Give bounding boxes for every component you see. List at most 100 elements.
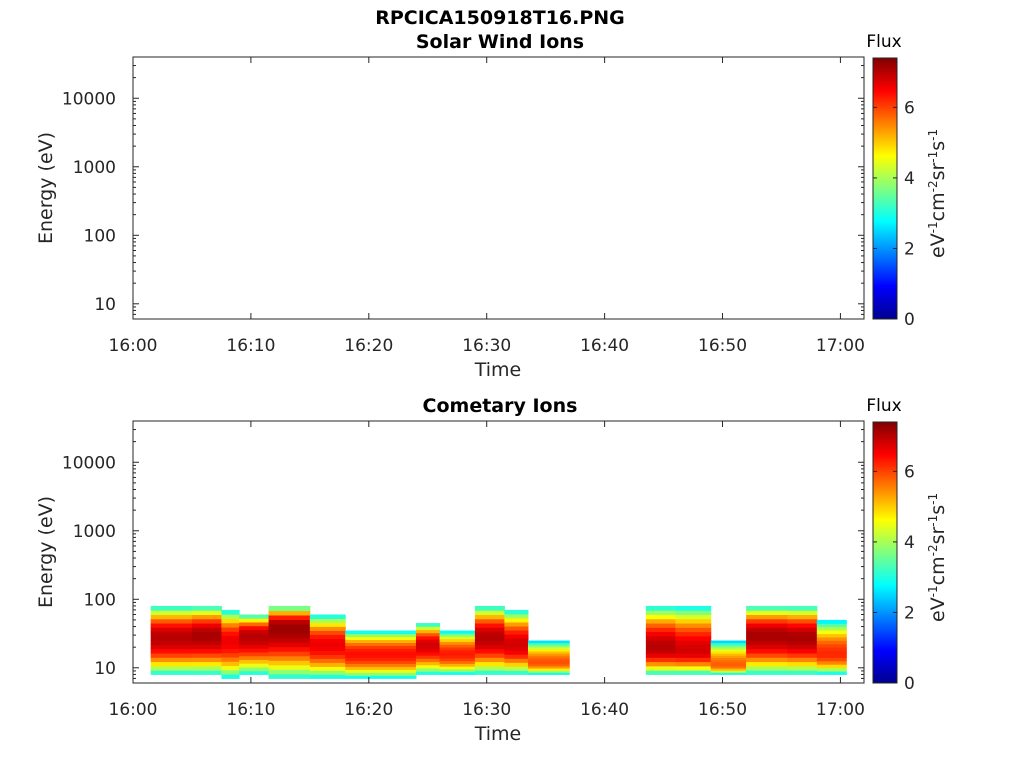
colorbar-unit: eV-1cm-2sr-1s-1 <box>926 493 949 622</box>
flux-cell <box>415 648 441 653</box>
flux-cell <box>439 660 476 664</box>
flux-cell <box>439 666 476 670</box>
flux-cell <box>268 624 311 630</box>
flux-cell <box>150 640 193 645</box>
flux-cell <box>787 644 818 650</box>
flux-cell <box>746 605 788 611</box>
flux-cell <box>710 655 747 658</box>
flux-cell <box>439 638 476 643</box>
flux-cell <box>816 657 847 662</box>
flux-cell <box>345 660 417 664</box>
flux-cell <box>439 657 476 662</box>
x-tick-label: 16:40 <box>580 336 629 356</box>
flux-band <box>309 614 346 679</box>
flux-cell <box>239 640 270 645</box>
colorbar-ticks: 0 2 4 6 <box>873 462 915 694</box>
flux-cell <box>309 654 346 659</box>
flux-band <box>787 605 818 675</box>
unit-base: sr <box>927 163 949 181</box>
flux-cell <box>191 610 222 615</box>
flux-cell <box>645 614 676 620</box>
flux-cell <box>474 618 505 624</box>
flux-cell <box>439 644 476 648</box>
flux-cell <box>710 672 747 675</box>
flux-band <box>221 609 240 679</box>
unit-base: sr <box>927 527 949 545</box>
flux-cell <box>439 671 476 675</box>
flux-cell <box>787 618 818 624</box>
flux-cell <box>710 668 747 671</box>
flux-cell <box>710 657 747 661</box>
flux-band <box>415 623 441 675</box>
flux-cell <box>816 647 847 652</box>
flux-cell <box>504 613 529 619</box>
flux-cell <box>787 627 818 633</box>
flux-cell <box>474 614 505 620</box>
flux-cell <box>415 632 441 637</box>
flux-cell <box>746 631 788 637</box>
flux-cell <box>268 633 311 639</box>
flux-cell <box>645 618 676 624</box>
flux-cell <box>787 635 818 641</box>
flux-cell <box>150 610 193 615</box>
flux-cell <box>309 666 346 671</box>
unit-base: cm <box>927 556 949 585</box>
flux-cell <box>645 623 676 628</box>
flux-cell <box>309 658 346 663</box>
flux-cell <box>268 610 311 616</box>
flux-cell <box>309 670 346 675</box>
flux-cell <box>150 648 193 654</box>
flux-cell <box>345 633 417 638</box>
flux-cell <box>309 626 346 631</box>
flux-cell <box>816 619 847 624</box>
flux-cell <box>150 614 193 620</box>
flux-cell <box>527 653 570 656</box>
unit-base: cm <box>927 192 949 221</box>
flux-cell <box>710 642 747 646</box>
flux-cell <box>221 665 240 671</box>
y-tick-label: 1000 <box>73 158 116 178</box>
flux-cell <box>239 666 270 672</box>
flux-cell <box>746 614 788 620</box>
flux-cell <box>527 657 570 661</box>
flux-cell <box>675 661 712 667</box>
flux-band <box>345 630 417 679</box>
flux-cell <box>268 673 311 679</box>
flux-cell <box>504 642 529 647</box>
flux-cell <box>710 663 747 667</box>
unit-base: s <box>927 505 949 515</box>
flux-cell <box>474 627 505 633</box>
flux-cell <box>221 644 240 649</box>
colorbar-unit: eV-1cm-2sr-1s-1 <box>926 129 949 258</box>
flux-cell <box>345 651 417 655</box>
flux-cell <box>527 661 570 665</box>
flux-cell <box>239 621 270 627</box>
flux-cell <box>345 630 417 635</box>
colorbar-tick-label: 0 <box>904 674 915 694</box>
flux-cell <box>439 636 476 640</box>
x-tick-label: 16:30 <box>462 336 511 356</box>
flux-cell <box>191 635 222 641</box>
flux-cell <box>675 665 712 671</box>
y-minor-ticks <box>133 420 864 684</box>
flux-cell <box>415 668 441 672</box>
x-axis: 16:00 16:10 16:20 16:30 16:40 16:50 17:00 <box>109 57 865 356</box>
x-tick-label: 16:20 <box>344 336 393 356</box>
flux-cell <box>415 658 441 663</box>
flux-cell <box>710 640 747 644</box>
flux-cell <box>415 629 441 634</box>
flux-cell <box>150 653 193 658</box>
panel-cometary: Cometary Ions 16:00 16:10 16:20 16:30 16:40 1… <box>35 395 949 745</box>
flux-cell <box>439 652 476 656</box>
colorbar-tick-label: 2 <box>904 603 915 623</box>
flux-cell <box>345 657 417 661</box>
flux-cell <box>504 621 529 627</box>
flux-cell <box>415 639 441 643</box>
unit-exponent: -1 <box>926 221 940 233</box>
flux-cell <box>527 670 570 673</box>
flux-cell <box>675 657 712 663</box>
colorbar-tick-label: 4 <box>904 533 915 553</box>
flux-cell <box>439 663 476 667</box>
flux-cell <box>439 630 476 634</box>
